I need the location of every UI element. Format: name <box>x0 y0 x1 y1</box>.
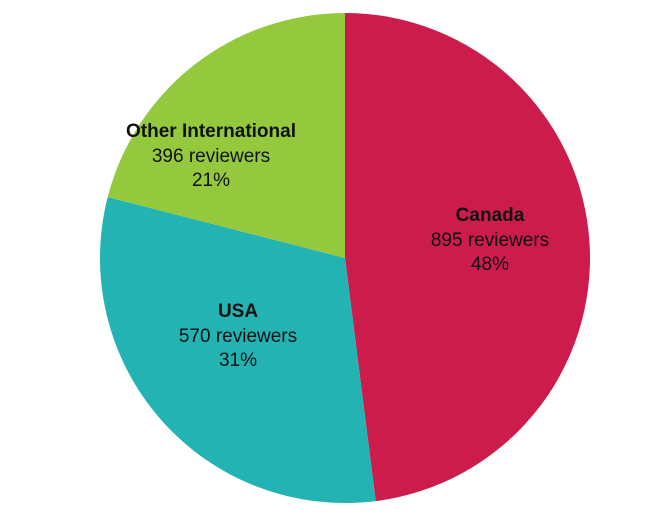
slice-label-canada: Canada 895 reviewers 48% <box>400 204 580 278</box>
slice-value: 570 reviewers <box>138 325 338 350</box>
slice-percent: 21% <box>86 169 336 194</box>
slice-label-other: Other International 396 reviewers 21% <box>86 120 336 194</box>
pie-chart: Canada 895 reviewers 48% USA 570 reviewe… <box>0 0 650 517</box>
slice-title: Other International <box>86 120 336 145</box>
slice-value: 895 reviewers <box>400 229 580 254</box>
slice-label-usa: USA 570 reviewers 31% <box>138 300 338 374</box>
slice-title: Canada <box>400 204 580 229</box>
slice-percent: 31% <box>138 349 338 374</box>
slice-value: 396 reviewers <box>86 145 336 170</box>
slice-title: USA <box>138 300 338 325</box>
slice-percent: 48% <box>400 253 580 278</box>
